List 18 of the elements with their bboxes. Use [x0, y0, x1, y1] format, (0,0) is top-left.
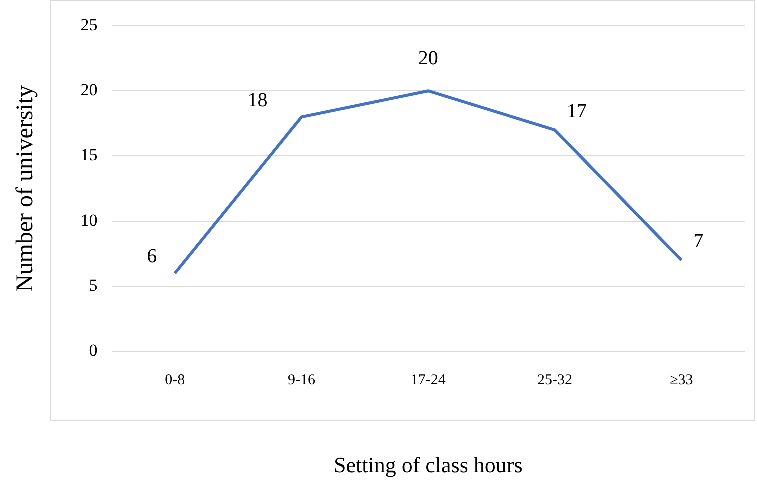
y-tick-label: 15: [80, 146, 98, 165]
y-tick-label: 20: [80, 80, 98, 100]
data-label: 20: [418, 47, 438, 70]
y-axis-title: Number of university: [12, 85, 39, 292]
x-tick-label: ≥33: [670, 372, 694, 389]
data-label: 18: [248, 89, 268, 112]
x-tick-label: 17-24: [410, 372, 446, 389]
data-label: 6: [147, 246, 158, 268]
x-axis-title: Setting of class hours: [334, 452, 523, 478]
x-tick-label: 25-32: [538, 372, 573, 389]
x-tick-label: 0-8: [165, 372, 186, 389]
y-tick-label: 25: [80, 15, 98, 34]
y-tick-label: 0: [89, 341, 98, 360]
y-tick-label: 10: [80, 210, 98, 230]
y-tick-label: 5: [89, 276, 98, 295]
data-label: 7: [694, 230, 704, 253]
x-tick-label: 9-16: [288, 372, 316, 389]
data-label: 17: [567, 100, 588, 122]
